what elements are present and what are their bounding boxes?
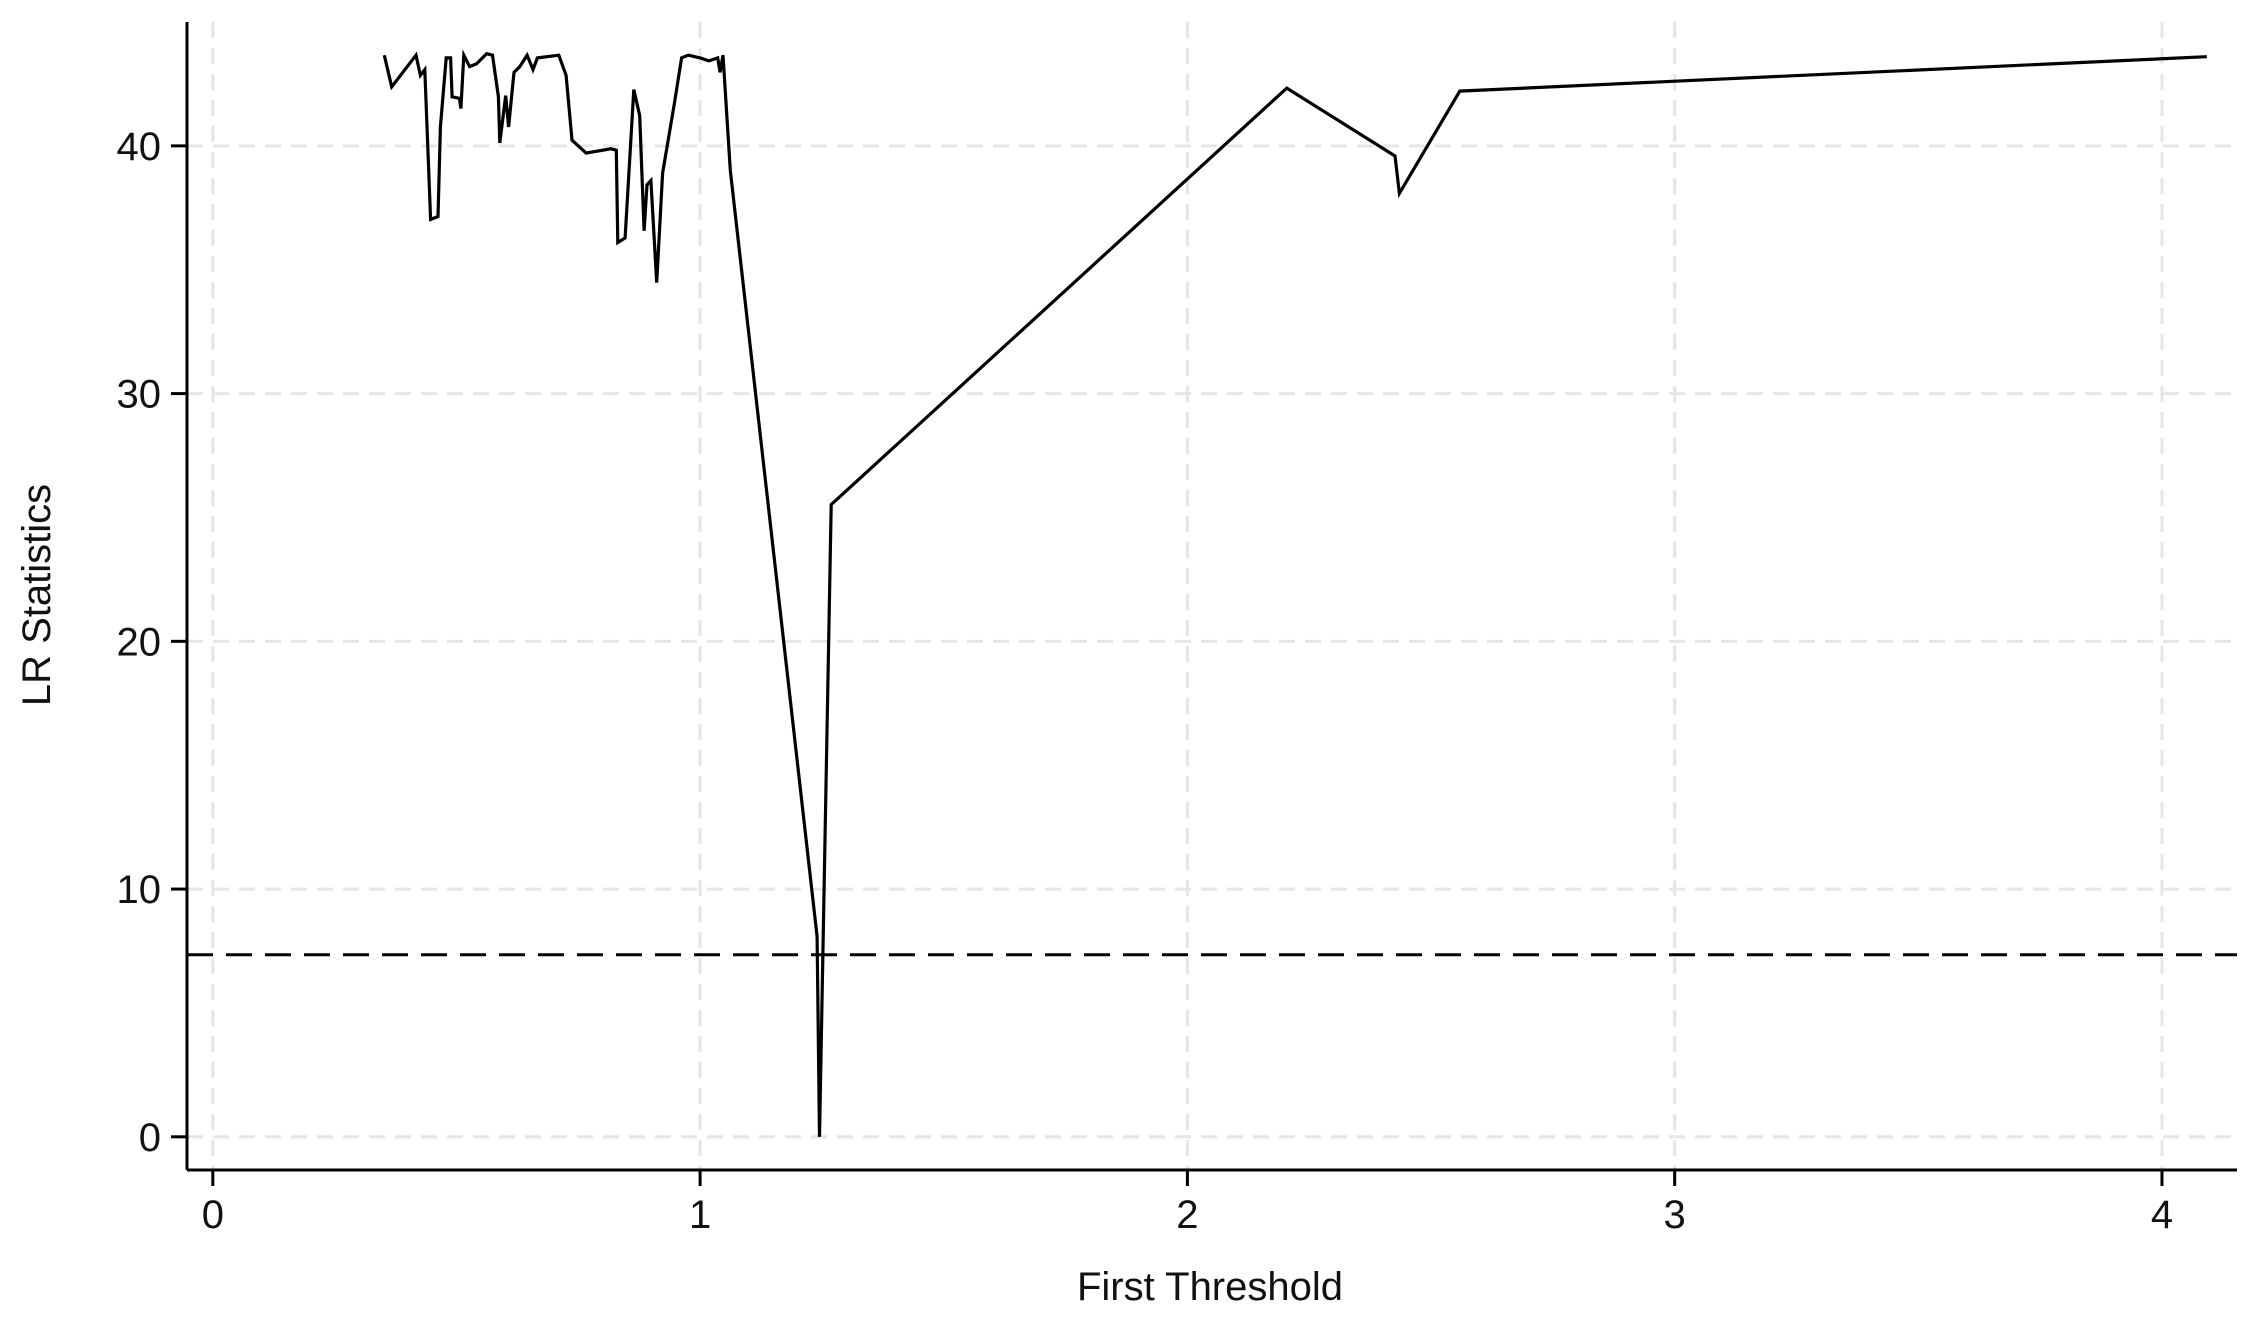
y-tick-label: 0 — [139, 1116, 161, 1160]
y-tick-label: 40 — [117, 125, 162, 169]
x-tick-label: 4 — [2151, 1193, 2173, 1237]
x-axis-label: First Threshold — [1077, 1265, 1343, 1309]
data-line — [382, 49, 2207, 1137]
y-tick-label: 30 — [117, 373, 162, 417]
y-tick-label: 20 — [117, 620, 162, 664]
x-tick-label: 3 — [1664, 1193, 1686, 1237]
x-tick-label: 2 — [1176, 1193, 1198, 1237]
y-axis-label: LR Statistics — [15, 484, 59, 706]
y-tick-label: 10 — [117, 868, 162, 912]
x-tick-label: 1 — [689, 1193, 711, 1237]
x-tick-label: 0 — [202, 1193, 224, 1237]
